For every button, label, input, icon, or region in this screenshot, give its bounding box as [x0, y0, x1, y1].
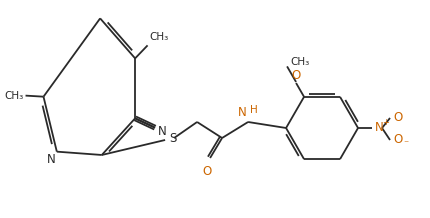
Text: S: S [169, 133, 176, 145]
Text: H: H [250, 105, 258, 115]
Text: N: N [238, 106, 247, 119]
Text: +: + [382, 119, 389, 128]
Text: O: O [292, 69, 301, 82]
Text: O: O [393, 111, 402, 124]
Text: N: N [375, 121, 384, 135]
Text: ⁻: ⁻ [403, 139, 408, 149]
Text: N: N [47, 153, 56, 166]
Text: N: N [158, 124, 167, 138]
Text: O: O [203, 165, 212, 178]
Text: CH₃: CH₃ [290, 57, 309, 67]
Text: CH₃: CH₃ [4, 91, 24, 101]
Text: O: O [393, 133, 402, 146]
Text: CH₃: CH₃ [150, 32, 169, 42]
